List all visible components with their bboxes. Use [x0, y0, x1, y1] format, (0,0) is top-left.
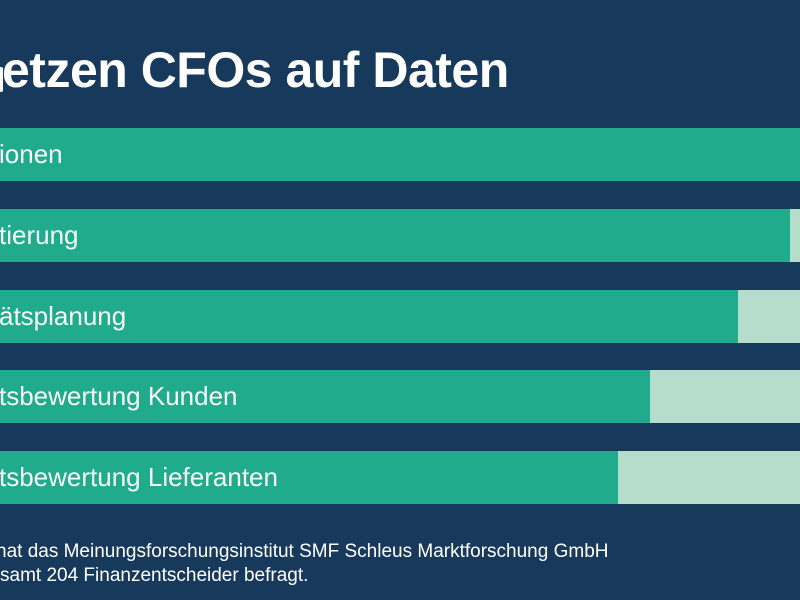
bar-fill: [0, 290, 738, 343]
chart-title: etzen CFOs auf Daten: [2, 42, 509, 98]
source-note-line2-text: samt 204 Finanzentscheider befragt.: [0, 565, 309, 586]
source-note-line1: hat das Meinungsforschungsinstitut SMF S…: [0, 540, 800, 564]
bar-label: tierung: [0, 220, 79, 250]
bar-label: tsbewertung Kunden: [0, 381, 238, 411]
bar-label: ionen: [0, 139, 63, 169]
cropped-letter-sliver: [0, 67, 3, 92]
bar-row: tsbewertung Lieferanten: [0, 451, 800, 504]
source-note-line1-text: hat das Meinungsforschungsinstitut SMF S…: [0, 541, 609, 562]
bar-fill: [0, 451, 618, 504]
bar-fill: [0, 209, 790, 262]
bar-fill: [0, 128, 800, 181]
source-note: hat das Meinungsforschungsinstitut SMF S…: [0, 540, 800, 588]
bar-label: tsbewertung Lieferanten: [0, 462, 278, 492]
bar-row: tierung: [0, 209, 800, 262]
chart-title-wrap: etzen CFOs auf Daten: [0, 40, 800, 110]
bar-label: ätsplanung: [0, 301, 127, 331]
source-note-line2: samt 204 Finanzentscheider befragt.: [0, 564, 800, 588]
bar-row: tsbewertung Kunden: [0, 370, 800, 423]
bar-row: ätsplanung: [0, 290, 800, 343]
bar-fill: [0, 370, 650, 423]
bar-row: ionen: [0, 128, 800, 181]
